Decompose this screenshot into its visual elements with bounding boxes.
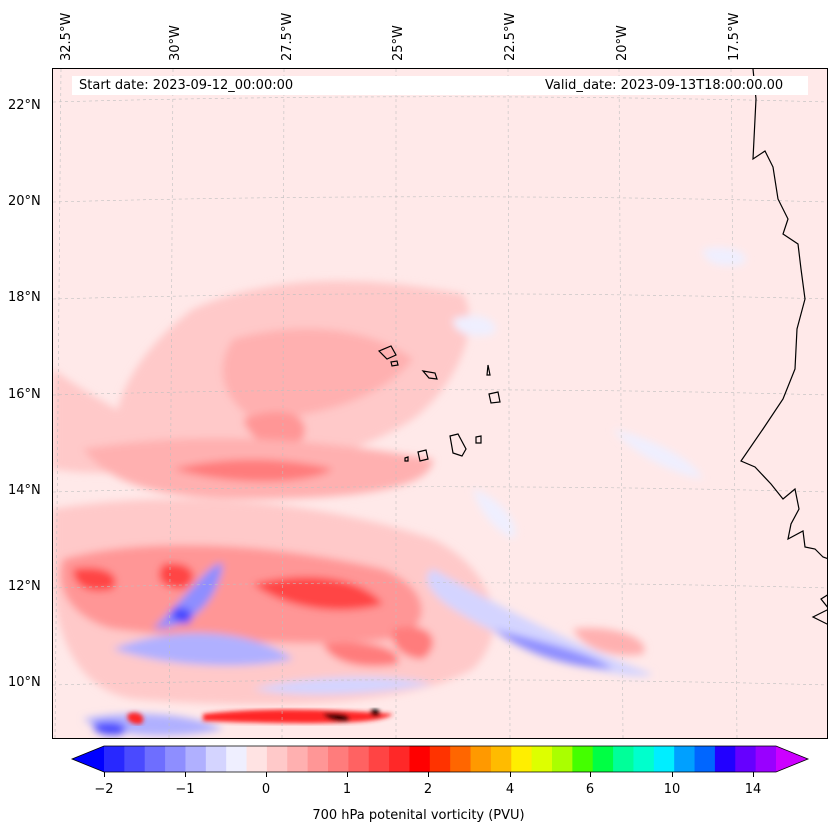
valid-date-label: Valid_date: 2023-09-13T18:00:00.00 xyxy=(545,78,783,93)
lon-label-22-5w: 22.5°W xyxy=(503,13,518,61)
cb-tick-label: 6 xyxy=(586,782,594,797)
lon-label-32-5w: 32.5°W xyxy=(59,13,74,61)
colorbar-segment xyxy=(145,746,166,772)
colorbar-segment xyxy=(104,746,125,772)
cb-tick-label: 4 xyxy=(506,782,514,797)
colorbar-segment xyxy=(226,746,247,772)
cb-tick-mark xyxy=(753,772,754,777)
colorbar-label: 700 hPa potenital vorticity (PVU) xyxy=(0,808,837,823)
cb-tick-label: 14 xyxy=(745,782,762,797)
lat-label-18n: 18°N xyxy=(8,290,41,305)
lat-label-14n: 14°N xyxy=(8,483,41,498)
colorbar-segment xyxy=(471,746,492,772)
colorbar-segment xyxy=(572,746,593,772)
cb-tick-mark xyxy=(104,772,105,777)
colorbar-segment xyxy=(491,746,512,772)
lon-label-25w: 25°W xyxy=(391,25,406,61)
colorbar-segment xyxy=(124,746,145,772)
colorbar-segment xyxy=(389,746,410,772)
cb-tick-label: −1 xyxy=(175,782,194,797)
colorbar-segment xyxy=(511,746,532,772)
lon-label-30w: 30°W xyxy=(168,25,183,61)
pv-field xyxy=(53,69,828,739)
colorbar-segment xyxy=(633,746,654,772)
colorbar-segment xyxy=(328,746,349,772)
start-date-label: Start date: 2023-09-12_00:00:00 xyxy=(79,78,293,93)
colorbar-segment xyxy=(756,746,777,772)
colorbar-segment xyxy=(674,746,695,772)
cb-tick-label: −2 xyxy=(94,782,113,797)
colorbar-segment xyxy=(369,746,390,772)
cb-tick-mark xyxy=(510,772,511,777)
colorbar-segment xyxy=(206,746,227,772)
colorbar-segment xyxy=(715,746,736,772)
colorbar-segment xyxy=(735,746,756,772)
cb-tick-mark xyxy=(347,772,348,777)
colorbar-segment xyxy=(409,746,430,772)
colorbar-extend-max xyxy=(776,746,808,772)
colorbar-segment xyxy=(654,746,675,772)
colorbar-segment xyxy=(613,746,634,772)
lon-label-20w: 20°W xyxy=(615,25,630,61)
lat-label-10n: 10°N xyxy=(8,675,41,690)
cb-tick-label: 1 xyxy=(343,782,351,797)
colorbar xyxy=(70,744,810,774)
colorbar-segment xyxy=(430,746,451,772)
colorbar-segment xyxy=(287,746,308,772)
colorbar-segment xyxy=(165,746,186,772)
colorbar-segment xyxy=(593,746,614,772)
colorbar-segment xyxy=(450,746,471,772)
cb-tick-label: 2 xyxy=(424,782,432,797)
lon-label-17-5w: 17.5°W xyxy=(727,13,742,61)
colorbar-segment xyxy=(247,746,268,772)
colorbar-segment xyxy=(185,746,206,772)
colorbar-segment xyxy=(308,746,329,772)
colorbar-extend-min xyxy=(72,746,104,772)
lat-label-12n: 12°N xyxy=(8,579,41,594)
cb-tick-label: 10 xyxy=(664,782,681,797)
lat-label-22n: 22°N xyxy=(8,98,41,113)
cb-tick-mark xyxy=(672,772,673,777)
colorbar-segment xyxy=(348,746,369,772)
lat-label-16n: 16°N xyxy=(8,387,41,402)
cb-tick-label: 0 xyxy=(262,782,270,797)
lat-label-20n: 20°N xyxy=(8,194,41,209)
colorbar-segment xyxy=(267,746,288,772)
colorbar-segment xyxy=(695,746,716,772)
cb-tick-mark xyxy=(266,772,267,777)
colorbar-segment xyxy=(532,746,553,772)
map-panel xyxy=(52,68,828,739)
cb-tick-mark xyxy=(185,772,186,777)
lon-label-27-5w: 27.5°W xyxy=(280,13,295,61)
cb-tick-mark xyxy=(590,772,591,777)
cb-tick-mark xyxy=(428,772,429,777)
colorbar-segment xyxy=(552,746,573,772)
